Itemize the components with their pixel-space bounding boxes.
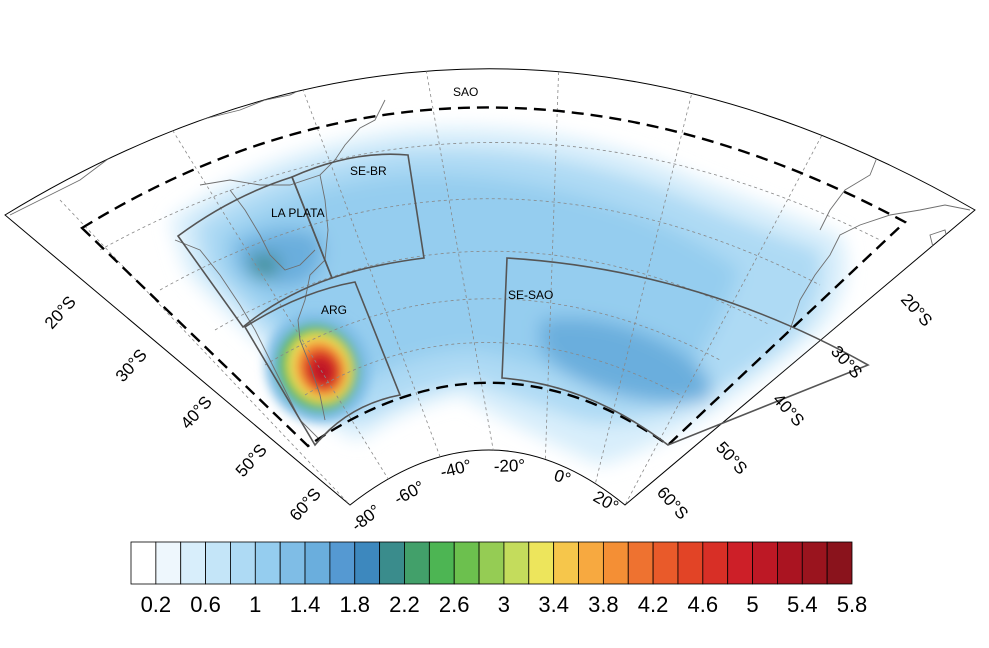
colorbar-swatch xyxy=(254,541,281,585)
colorbar-swatch xyxy=(652,541,679,585)
sao-domain-outline xyxy=(80,106,908,448)
box-se-sao xyxy=(501,257,870,446)
lat-label-right-50s: 50°S xyxy=(712,438,751,478)
colorbar-tick-label: 2.2 xyxy=(389,592,420,617)
colorbar-tick-label: 2.6 xyxy=(439,592,470,617)
lon-label-m20: -20° xyxy=(493,456,525,476)
colorbar-swatch xyxy=(602,541,629,585)
lon-label-m60: -60° xyxy=(391,477,428,509)
region-label-se-br: SE-BR xyxy=(350,164,387,178)
colorbar-tick-label: 1.8 xyxy=(339,592,370,617)
colorbar-swatch xyxy=(230,541,256,585)
colorbar-tick-label: 1.4 xyxy=(290,592,321,617)
lat-label-left-40s: 40°S xyxy=(177,392,216,432)
lat-label-right-40s: 40°S xyxy=(769,390,808,430)
colorbar-swatch xyxy=(702,541,729,585)
box-arg xyxy=(243,281,402,447)
colorbar-tick-label: 1 xyxy=(249,592,261,617)
lat-label-left-30s: 30°S xyxy=(112,345,151,385)
colorbar-tick-label: 4.2 xyxy=(638,592,669,617)
field-level-2.2 xyxy=(250,254,280,278)
shaded-field xyxy=(170,127,847,465)
colorbar-swatch xyxy=(329,541,356,585)
colorbar-tick-label: 3.8 xyxy=(588,592,619,617)
colorbar-swatch xyxy=(304,541,331,585)
colorbar-swatch xyxy=(777,541,803,585)
colorbar-tick-label: 5 xyxy=(746,592,758,617)
region-boxes xyxy=(176,153,870,447)
colorbar-tick-label: 3 xyxy=(498,592,510,617)
colorbar-swatch xyxy=(279,541,306,585)
colorbar-tick-label: 0.6 xyxy=(190,592,221,617)
region-label-la-plata: LA PLATA xyxy=(271,206,325,220)
lat-label-left-60s: 60°S xyxy=(286,484,325,524)
colorbar-swatch xyxy=(130,541,157,585)
lat-label-left-20s: 20°S xyxy=(41,292,80,332)
colorbar-swatch xyxy=(205,541,231,585)
colorbar-tick-label: 3.4 xyxy=(538,592,569,617)
lat-label-left-50s: 50°S xyxy=(232,440,271,480)
lon-label-m80: -80° xyxy=(348,501,384,535)
colorbar-swatch xyxy=(752,541,778,585)
colorbar-swatch xyxy=(503,541,530,585)
lon-label-0: 0° xyxy=(552,466,573,489)
colorbar-swatch xyxy=(155,541,182,585)
box-la-plata xyxy=(176,176,334,329)
colorbar-swatch xyxy=(404,541,430,585)
colorbar-swatch xyxy=(553,541,579,585)
colorbar-tick-label: 5.8 xyxy=(837,592,868,617)
hotspot-darkred xyxy=(311,359,333,383)
region-label-se-sao: SE-SAO xyxy=(508,288,553,302)
colorbar-swatch xyxy=(528,541,555,585)
colorbar-swatch xyxy=(180,541,206,585)
colorbar-tick-label: 4.6 xyxy=(688,592,719,617)
box-se-br xyxy=(290,153,425,280)
lat-label-right-20s: 20°S xyxy=(897,290,936,330)
colorbar-swatch xyxy=(826,541,853,585)
lat-label-right-30s: 30°S xyxy=(827,342,866,382)
colorbar-swatch xyxy=(453,541,480,585)
colorbar-swatch xyxy=(677,541,704,585)
field-level-1.4 xyxy=(540,317,712,404)
colorbar: 0.2 0.6 1 1.4 1.8 2.2 2.6 3 3.4 3.8 4.2 4.6 5 5.4 5.8 xyxy=(130,541,868,617)
region-label-arg: ARG xyxy=(321,303,347,317)
lat-label-right-60s: 60°S xyxy=(653,483,692,523)
colorbar-swatch xyxy=(379,541,405,585)
colorbar-swatch xyxy=(354,541,381,585)
colorbar-swatch xyxy=(478,541,505,585)
coastlines xyxy=(9,68,971,441)
colorbar-swatch xyxy=(627,541,654,585)
colorbar-swatch xyxy=(578,541,604,585)
colorbar-tick-label: 0.2 xyxy=(141,592,172,617)
region-label-sao: SAO xyxy=(453,85,478,99)
colorbar-swatch xyxy=(428,541,455,585)
colorbar-swatch xyxy=(801,541,828,585)
colorbar-swatch xyxy=(727,541,753,585)
colorbar-tick-label: 5.4 xyxy=(787,592,818,617)
lon-label-m40: -40° xyxy=(438,456,473,482)
